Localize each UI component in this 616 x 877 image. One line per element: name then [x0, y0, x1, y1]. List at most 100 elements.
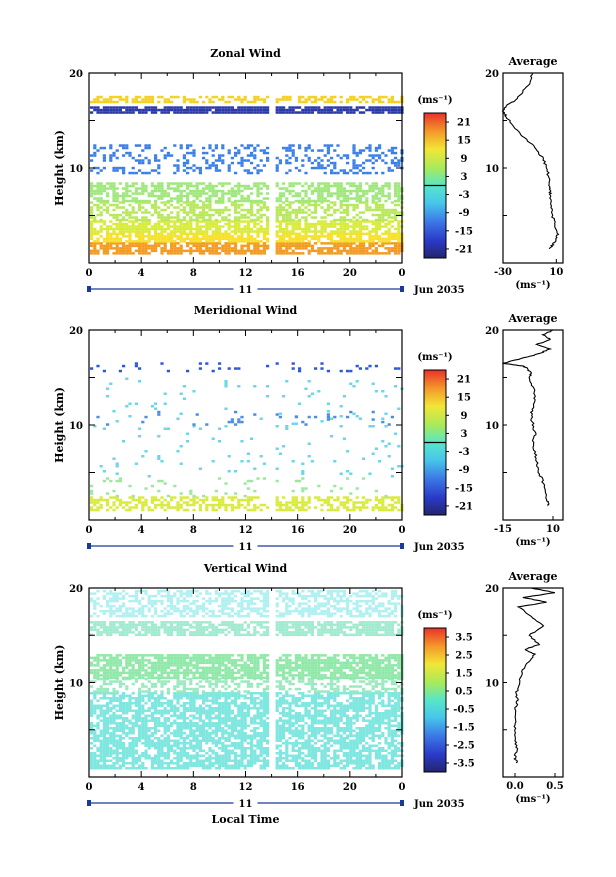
y-tick-label: 10 [69, 164, 83, 175]
heatmap-cell [116, 214, 119, 217]
heatmap-cell [106, 712, 109, 715]
heatmap-cell [263, 182, 266, 185]
heatmap-cell [346, 223, 349, 226]
heatmap-cell [381, 219, 384, 222]
heatmap-cell [192, 725, 195, 728]
heatmap-cell [125, 405, 128, 408]
heatmap-cell [180, 393, 183, 396]
heatmap-cell [381, 204, 384, 207]
heatmap-cell [138, 245, 141, 248]
heatmap-cell [106, 501, 109, 504]
heatmap-cell [237, 367, 240, 370]
heatmap-cell [186, 370, 189, 373]
heatmap-cell [205, 192, 208, 195]
heatmap-cell [288, 169, 291, 172]
heatmap-cell [394, 216, 397, 219]
heatmap-cell [176, 185, 179, 188]
heatmap-cell [356, 98, 359, 101]
heatmap-cell [295, 717, 298, 720]
heatmap-cell [221, 197, 224, 200]
heatmap-cell [256, 496, 259, 499]
heatmap-cell [391, 238, 394, 241]
heatmap-cell [327, 418, 330, 421]
heatmap-cell [304, 228, 307, 231]
heatmap-cell [263, 233, 266, 236]
heatmap-cell [250, 206, 253, 209]
heatmap-cell [333, 204, 336, 207]
heatmap-cell [304, 225, 307, 228]
heatmap-cell [388, 233, 391, 236]
heatmap-cell [199, 106, 202, 109]
heatmap-cell [276, 109, 279, 112]
heatmap-cell [372, 214, 375, 217]
heatmap-cell [253, 385, 256, 388]
heatmap-cell [394, 152, 397, 155]
heatmap-cell [157, 504, 160, 507]
heatmap-cell [362, 501, 365, 504]
heatmap-cell [388, 250, 391, 253]
heatmap-cell [103, 732, 106, 735]
heatmap-cell [221, 162, 224, 165]
heatmap-cell [244, 707, 247, 710]
heatmap-cell [324, 200, 327, 203]
heatmap-cell [330, 206, 333, 209]
heatmap-cell [205, 223, 208, 226]
heatmap-cell [109, 187, 112, 190]
heatmap-cell [378, 509, 381, 512]
heatmap-cell [244, 106, 247, 109]
heatmap-cell [100, 499, 103, 502]
heatmap-cell [256, 98, 259, 101]
heatmap-cell [208, 238, 211, 241]
heatmap-cell [144, 109, 147, 112]
heatmap-cell [180, 695, 183, 698]
heatmap-cell [253, 230, 256, 233]
heatmap-cell [349, 96, 352, 99]
heatmap-cell [234, 225, 237, 228]
heatmap-cell [314, 106, 317, 109]
heatmap-cell [237, 722, 240, 725]
heatmap-cell [224, 242, 227, 245]
heatmap-cell [189, 715, 192, 718]
heatmap-cell [135, 109, 138, 112]
heatmap-cell [119, 106, 122, 109]
heatmap-cell [202, 225, 205, 228]
heatmap-cell [240, 702, 243, 705]
heatmap-cell [173, 109, 176, 112]
heatmap-cell [100, 707, 103, 710]
colorbar-tick-label: -15 [455, 483, 473, 494]
heatmap-cell [333, 722, 336, 725]
heatmap-cell [340, 487, 343, 490]
heatmap-cell [128, 190, 131, 193]
heatmap-cell [116, 206, 119, 209]
heatmap-cell [378, 200, 381, 203]
heatmap-cell [263, 247, 266, 250]
heatmap-cell [394, 182, 397, 185]
heatmap-cell [228, 707, 231, 710]
heatmap-cell [122, 197, 125, 200]
heatmap-cell [247, 209, 250, 212]
heatmap-cell [340, 200, 343, 203]
heatmap-cell [260, 418, 263, 421]
heatmap-cell [205, 717, 208, 720]
heatmap-cell [176, 197, 179, 200]
heatmap-cell [148, 195, 151, 198]
heatmap-cell [103, 109, 106, 112]
heatmap-cell [183, 715, 186, 718]
heatmap-cell [301, 725, 304, 728]
heatmap-cell [199, 230, 202, 233]
heatmap-cell [192, 705, 195, 708]
heatmap-cell [154, 504, 157, 507]
heatmap-cell [276, 732, 279, 735]
heatmap-cell [285, 742, 288, 745]
heatmap-cell [151, 485, 154, 488]
heatmap-cell [346, 154, 349, 157]
heatmap-cell [103, 715, 106, 718]
heatmap-cell [298, 111, 301, 114]
heatmap-cell [103, 190, 106, 193]
heatmap-cell [292, 252, 295, 255]
heatmap-cell [96, 106, 99, 109]
heatmap-cell [308, 506, 311, 509]
heatmap-cell [240, 185, 243, 188]
heatmap-cell [394, 247, 397, 250]
heatmap-cell [356, 742, 359, 745]
